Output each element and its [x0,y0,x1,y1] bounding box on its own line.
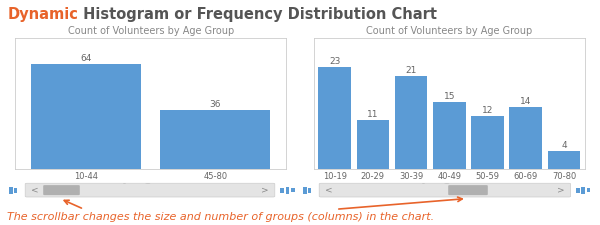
Text: <: < [31,186,38,195]
Bar [319,67,351,169]
Text: Dynamic: Dynamic [7,7,78,22]
Text: 4: 4 [561,141,567,150]
Text: 23: 23 [329,57,340,66]
Bar [548,151,580,169]
X-axis label: Age Groups: Age Groups [121,183,180,192]
Text: >: > [262,186,269,195]
Text: <: < [325,186,332,195]
Title: Count of Volunteers by Age Group: Count of Volunteers by Age Group [68,26,234,36]
Text: 15: 15 [443,92,455,101]
Text: 11: 11 [367,110,379,119]
Text: >: > [557,186,565,195]
Text: 12: 12 [482,106,493,115]
X-axis label: Age Groups: Age Groups [420,183,479,192]
Text: 14: 14 [520,97,532,106]
Bar [471,116,504,169]
Title: Count of Volunteers by Age Group: Count of Volunteers by Age Group [366,26,532,36]
Bar [356,120,389,169]
Bar [160,110,270,169]
Text: 36: 36 [209,100,221,109]
Text: The scrollbar changes the size and number of groups (columns) in the chart.: The scrollbar changes the size and numbe… [7,212,434,221]
Text: 64: 64 [80,54,92,63]
Bar [395,76,427,169]
Bar [433,102,466,169]
Bar [509,107,542,169]
Text: Histogram or Frequency Distribution Chart: Histogram or Frequency Distribution Char… [78,7,437,22]
Text: 21: 21 [406,66,417,75]
Bar [31,64,141,169]
